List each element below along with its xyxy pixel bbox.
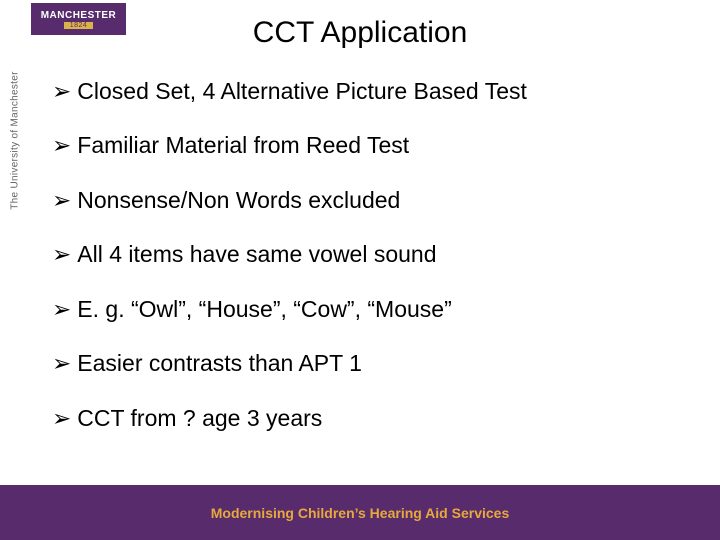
bullet-text: Easier contrasts than APT 1: [77, 350, 362, 376]
slide: MANCHESTER 1824 The University of Manche…: [0, 0, 720, 540]
bullet-text: All 4 items have same vowel sound: [77, 241, 436, 267]
bullet-text: Familiar Material from Reed Test: [77, 132, 409, 158]
footer-text: Modernising Children’s Hearing Aid Servi…: [211, 505, 509, 521]
list-item: ➢ Closed Set, 4 Alternative Picture Base…: [52, 78, 672, 104]
list-item: ➢ E. g. “Owl”, “House”, “Cow”, “Mouse”: [52, 296, 672, 322]
list-item: ➢ Nonsense/Non Words excluded: [52, 187, 672, 213]
chevron-right-icon: ➢: [52, 187, 71, 213]
footer-bar: Modernising Children’s Hearing Aid Servi…: [0, 485, 720, 540]
list-item: ➢ Easier contrasts than APT 1: [52, 350, 672, 376]
chevron-right-icon: ➢: [52, 132, 71, 158]
chevron-right-icon: ➢: [52, 241, 71, 267]
slide-title: CCT Application: [0, 16, 720, 50]
bullet-text: CCT from ? age 3 years: [77, 405, 322, 431]
bullet-text: Closed Set, 4 Alternative Picture Based …: [77, 78, 527, 104]
list-item: ➢ CCT from ? age 3 years: [52, 405, 672, 431]
chevron-right-icon: ➢: [52, 78, 71, 104]
logo-vertical-text: The University of Manchester: [10, 71, 21, 209]
bullet-text: E. g. “Owl”, “House”, “Cow”, “Mouse”: [77, 296, 451, 322]
chevron-right-icon: ➢: [52, 350, 71, 376]
bullet-list: ➢ Closed Set, 4 Alternative Picture Base…: [52, 78, 672, 459]
chevron-right-icon: ➢: [52, 296, 71, 322]
chevron-right-icon: ➢: [52, 405, 71, 431]
university-logo-vertical: The University of Manchester: [4, 60, 26, 220]
list-item: ➢ Familiar Material from Reed Test: [52, 132, 672, 158]
list-item: ➢ All 4 items have same vowel sound: [52, 241, 672, 267]
bullet-text: Nonsense/Non Words excluded: [77, 187, 400, 213]
